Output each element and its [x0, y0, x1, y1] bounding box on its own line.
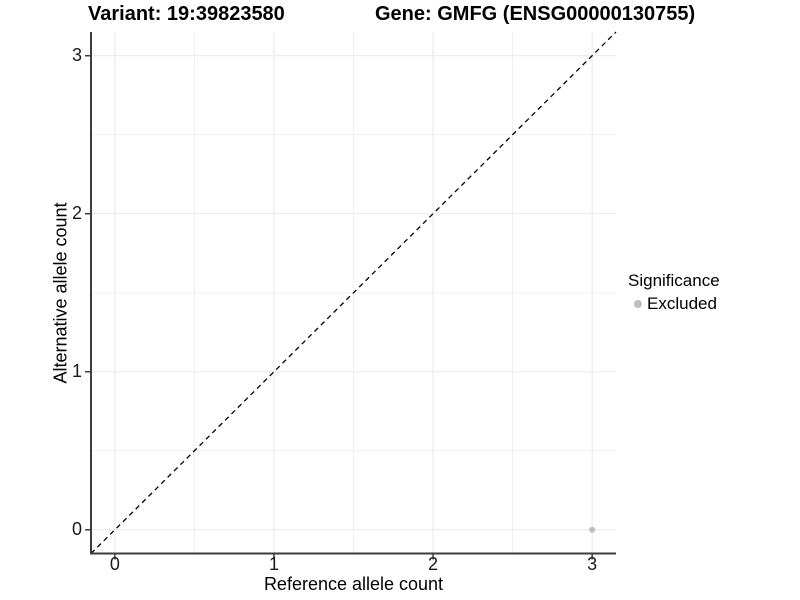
- x-axis-title: Reference allele count: [263, 574, 444, 594]
- y-tick-label-0: 0: [71, 519, 82, 540]
- x-axis-tick-labels: 0 1 2 3: [0, 554, 800, 576]
- legend-item-excluded: Excluded: [628, 294, 720, 314]
- legend-item-label: Excluded: [647, 294, 717, 313]
- y-tick-label-1: 1: [71, 361, 82, 382]
- legend: Significance Excluded: [628, 271, 720, 314]
- y-axis-title: Alternative allele count: [50, 202, 71, 384]
- plot-title-variant: Variant: 19:39823580: [88, 3, 285, 25]
- x-tick-label-3: 3: [587, 554, 598, 574]
- x-tick-label-1: 1: [268, 554, 279, 574]
- legend-point-icon: [634, 300, 642, 308]
- plot-title-gene: Gene: GMFG (ENSG00000130755): [375, 3, 696, 25]
- x-tick-label-2: 2: [428, 554, 439, 574]
- data-point-excluded: [589, 526, 596, 533]
- identity-dashed-line: [90, 31, 617, 554]
- y-tick-label-3: 3: [71, 45, 82, 66]
- y-axis-tick-labels: 0 1 2 3: [0, 0, 82, 600]
- x-tick-label-0: 0: [109, 554, 120, 574]
- y-tick-label-2: 2: [71, 203, 82, 224]
- legend-title: Significance: [628, 271, 720, 290]
